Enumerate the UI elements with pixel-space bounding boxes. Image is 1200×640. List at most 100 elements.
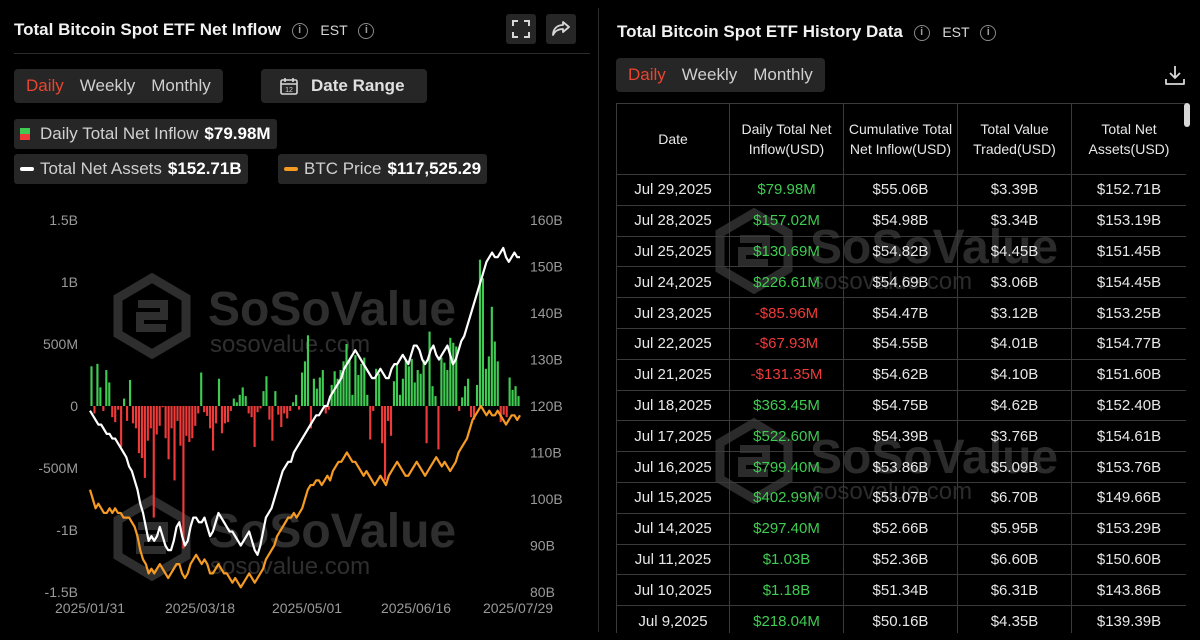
table-row[interactable]: Jul 18,2025 $363.45M $54.75B $4.62B $152.40B [616, 389, 1186, 422]
inflow-bar[interactable] [167, 406, 170, 460]
inflow-bar[interactable] [274, 391, 277, 406]
history-table-wrapper[interactable]: SoSoValue sosovalue.com SoSoValue sosova… [616, 103, 1186, 633]
inflow-bar[interactable] [289, 406, 292, 411]
inflow-bar[interactable] [389, 406, 393, 436]
inflow-bar[interactable] [241, 387, 244, 406]
inflow-bar[interactable] [511, 389, 514, 406]
inflow-bar[interactable] [384, 406, 387, 481]
table-row[interactable]: Jul 23,2025 -$85.96M $54.47B $3.12B $153.25B [616, 297, 1186, 329]
inflow-bar[interactable] [93, 406, 96, 414]
table-row[interactable]: Jul 25,2025 $130.69M $54.82B $4.45B $151.45B [616, 235, 1186, 268]
inflow-bar[interactable] [250, 406, 253, 418]
inflow-bar[interactable] [351, 394, 354, 406]
inflow-bar[interactable] [443, 362, 446, 406]
inflow-bar[interactable] [268, 406, 271, 420]
inflow-bar[interactable] [155, 406, 158, 435]
inflow-bar[interactable] [217, 378, 221, 406]
date-range-button[interactable]: 12 Date Range [261, 69, 427, 103]
inflow-bar[interactable] [312, 378, 315, 406]
inflow-bar[interactable] [253, 406, 256, 447]
col-header-value-traded[interactable]: Total Value Traded(USD) [957, 103, 1072, 175]
inflow-bar[interactable] [214, 406, 218, 424]
info-icon[interactable]: i [291, 22, 308, 39]
inflow-bar[interactable] [286, 406, 289, 419]
inflow-bar[interactable] [422, 360, 425, 406]
share-button[interactable] [546, 14, 576, 44]
tab-monthly[interactable]: Monthly [151, 76, 211, 95]
inflow-bar[interactable] [298, 406, 301, 410]
inflow-bar[interactable] [478, 259, 482, 406]
inflow-bar[interactable] [197, 406, 200, 414]
inflow-bar[interactable] [378, 373, 381, 406]
inflow-bar[interactable] [431, 386, 434, 406]
inflow-bar[interactable] [458, 406, 461, 411]
inflow-bar[interactable] [461, 397, 464, 406]
inflow-bar[interactable] [375, 368, 378, 406]
inflow-bar[interactable] [493, 341, 496, 406]
inflow-bar[interactable] [386, 406, 390, 421]
legend-btc-price[interactable]: BTC Price $117,525.29 [278, 154, 488, 184]
tab-weekly[interactable]: Weekly [79, 76, 136, 95]
inflow-bar[interactable] [395, 363, 398, 406]
inflow-bar[interactable] [102, 406, 105, 411]
inflow-bar[interactable] [425, 406, 428, 444]
inflow-bar[interactable] [481, 278, 484, 406]
inflow-bar[interactable] [212, 406, 215, 451]
inflow-bar[interactable] [238, 394, 241, 406]
legend-inflow[interactable]: Daily Total Net Inflow $79.98M [14, 119, 277, 149]
inflow-bar[interactable] [280, 406, 283, 428]
inflow-bar[interactable] [176, 406, 179, 421]
inflow-bar[interactable] [407, 366, 410, 406]
inflow-bar[interactable] [105, 370, 108, 406]
inflow-bar[interactable] [360, 363, 363, 406]
inflow-bar[interactable] [137, 406, 140, 454]
inflow-bar[interactable] [419, 373, 422, 406]
inflow-bar[interactable] [354, 355, 357, 406]
inflow-bar[interactable] [381, 406, 384, 444]
info-icon[interactable]: i [913, 24, 930, 41]
inflow-bar[interactable] [256, 406, 259, 413]
legend-net-assets[interactable]: Total Net Assets $152.71B [14, 154, 248, 184]
inflow-chart[interactable]: SoSoValue sosovalue.com SoSoValue sosova… [0, 200, 590, 620]
inflow-bar[interactable] [369, 406, 372, 440]
inflow-bar[interactable] [475, 384, 479, 406]
table-row[interactable]: Jul 10,2025 $1.18B $51.34B $6.31B $143.86B [616, 574, 1186, 607]
inflow-bar[interactable] [200, 372, 203, 406]
inflow-bar[interactable] [472, 406, 476, 420]
inflow-bar[interactable] [209, 406, 212, 429]
inflow-bar[interactable] [306, 335, 310, 406]
inflow-bar[interactable] [292, 402, 295, 406]
inflow-bar[interactable] [464, 386, 467, 406]
col-header-date[interactable]: Date [616, 103, 730, 175]
inflow-bar[interactable] [244, 396, 247, 406]
inflow-bar[interactable] [283, 406, 286, 414]
inflow-bar[interactable] [226, 406, 229, 423]
inflow-bar[interactable] [348, 360, 351, 406]
table-row[interactable]: Jul 9,2025 $218.04M $50.16B $4.35B $139.39B [616, 605, 1186, 633]
inflow-bar[interactable] [152, 406, 155, 518]
inflow-bar[interactable] [158, 406, 161, 426]
inflow-bar[interactable] [143, 406, 146, 478]
inflow-bar[interactable] [191, 406, 194, 439]
inflow-bar[interactable] [487, 356, 490, 406]
table-row[interactable]: Jul 16,2025 $799.40M $53.86B $5.09B $153.76B [616, 451, 1186, 483]
inflow-bar[interactable] [149, 406, 152, 429]
inflow-bar[interactable] [428, 331, 431, 406]
inflow-bar[interactable] [496, 361, 499, 406]
inflow-bar[interactable] [140, 406, 143, 459]
inflow-bar[interactable] [90, 366, 93, 406]
inflow-bar[interactable] [398, 394, 401, 406]
inflow-bar[interactable] [259, 406, 262, 409]
expand-button[interactable] [506, 14, 536, 44]
col-header-daily-inflow[interactable]: Daily Total Net Inflow(USD) [729, 103, 844, 175]
inflow-bar[interactable] [514, 386, 517, 406]
table-row[interactable]: Jul 15,2025 $402.99M $53.07B $6.70B $149.66B [616, 481, 1186, 514]
inflow-bar[interactable] [161, 406, 164, 408]
inflow-bar[interactable] [170, 406, 173, 429]
table-row[interactable]: Jul 28,2025 $157.02M $54.98B $3.34B $153.19B [616, 204, 1186, 237]
table-row[interactable]: Jul 14,2025 $297.40M $52.66B $5.95B $153.29B [616, 512, 1186, 545]
inflow-bar[interactable] [146, 406, 149, 441]
inflow-bar[interactable] [446, 370, 449, 406]
inflow-bar[interactable] [111, 406, 114, 418]
tab-monthly[interactable]: Monthly [753, 65, 813, 84]
